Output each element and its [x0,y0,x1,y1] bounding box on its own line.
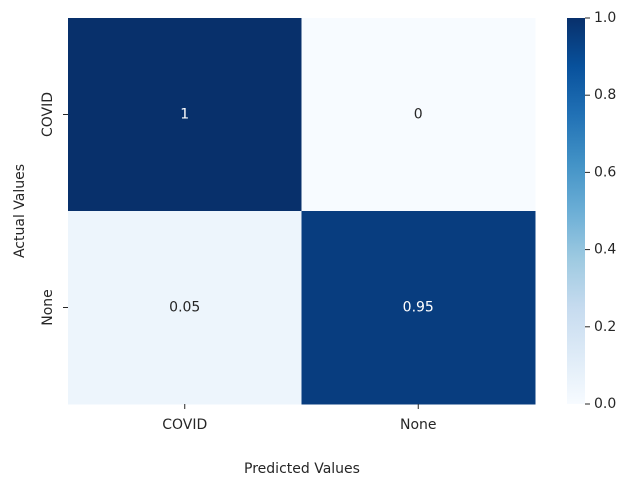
y-tick-label: COVID [40,92,56,137]
heatmap-cell [301,211,536,405]
colorbar [567,18,585,404]
heatmap-cell [301,18,536,212]
y-tick-label: None [40,289,56,326]
colorbar-tick-label: 0.0 [594,396,616,412]
cell-label: 0.05 [169,300,200,316]
heatmap-cell [68,211,302,405]
cell-label: 1 [180,107,189,123]
y-axis-label: Actual Values [12,164,28,258]
colorbar-tick-label: 0.8 [594,87,616,103]
heatmap-cell [68,18,302,212]
colorbar-tick-label: 0.6 [594,164,616,180]
colorbar-tick-label: 1.0 [594,10,616,26]
x-tick-label: COVID [162,417,207,433]
cell-label: 0.95 [403,300,434,316]
colorbar-tick-label: 0.4 [594,242,616,258]
x-tick-label: None [400,417,437,433]
x-axis-label: Predicted Values [244,461,360,477]
cell-label: 0 [414,107,423,123]
colorbar-tick-label: 0.2 [594,319,616,335]
